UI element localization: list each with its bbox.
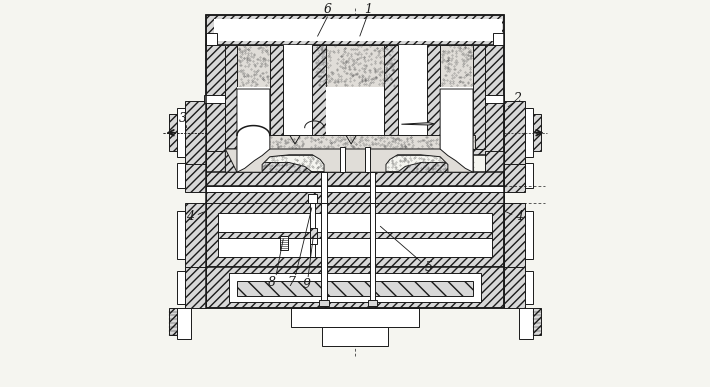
Polygon shape [322,327,388,346]
Polygon shape [206,203,504,267]
Polygon shape [185,203,206,267]
Polygon shape [217,213,493,257]
Polygon shape [177,308,190,339]
Polygon shape [169,114,177,151]
Polygon shape [206,151,225,172]
Text: 4: 4 [187,210,195,223]
Polygon shape [310,238,317,244]
Polygon shape [206,186,504,192]
Polygon shape [177,271,185,304]
Polygon shape [355,19,502,41]
Polygon shape [504,159,525,192]
Polygon shape [322,172,327,203]
Text: 5: 5 [425,260,432,274]
Polygon shape [310,228,317,238]
Polygon shape [427,45,440,149]
Polygon shape [229,273,481,302]
Polygon shape [177,163,185,188]
Polygon shape [315,45,395,87]
Polygon shape [206,45,504,155]
Polygon shape [525,163,533,188]
Polygon shape [533,114,541,151]
Polygon shape [206,267,504,308]
Polygon shape [533,308,541,335]
Polygon shape [204,95,225,103]
Text: 4: 4 [515,210,523,223]
Polygon shape [473,45,485,149]
Text: 6: 6 [324,3,332,16]
Polygon shape [525,108,533,157]
Polygon shape [206,15,504,45]
Polygon shape [206,192,504,203]
Polygon shape [206,172,504,186]
Polygon shape [185,267,206,308]
Text: 8: 8 [268,276,275,289]
Text: 2: 2 [513,92,520,105]
Polygon shape [280,236,288,250]
Polygon shape [177,211,185,259]
Polygon shape [485,151,504,172]
Polygon shape [320,300,329,306]
Polygon shape [225,45,485,149]
Polygon shape [291,308,419,327]
Polygon shape [504,203,525,267]
Polygon shape [384,45,398,149]
Polygon shape [214,19,355,41]
Polygon shape [308,194,317,203]
Text: 7: 7 [287,276,295,289]
Polygon shape [312,45,326,149]
Polygon shape [177,108,185,157]
Polygon shape [401,123,435,125]
Polygon shape [440,89,473,172]
Polygon shape [169,308,177,335]
Polygon shape [440,45,473,87]
Polygon shape [217,232,493,238]
Polygon shape [525,211,533,259]
Polygon shape [206,33,217,45]
Polygon shape [185,101,206,164]
Polygon shape [504,267,525,308]
Polygon shape [225,45,237,149]
Polygon shape [370,203,375,302]
Polygon shape [365,147,370,172]
Polygon shape [237,87,270,135]
Polygon shape [340,147,345,172]
Polygon shape [225,149,473,172]
Polygon shape [237,281,473,296]
Polygon shape [237,135,475,149]
Polygon shape [185,159,206,192]
Text: 3: 3 [179,111,187,125]
Polygon shape [370,172,375,203]
Polygon shape [525,271,533,304]
Text: 1: 1 [364,3,373,16]
Polygon shape [440,87,473,135]
Text: 9: 9 [302,278,311,291]
Polygon shape [326,87,384,135]
Polygon shape [485,95,504,103]
Polygon shape [520,308,533,339]
Polygon shape [368,300,377,306]
Polygon shape [270,45,283,149]
Polygon shape [225,149,473,172]
Polygon shape [310,203,315,257]
Polygon shape [322,203,327,302]
Polygon shape [493,33,504,45]
Polygon shape [504,101,525,164]
Polygon shape [237,89,270,172]
Polygon shape [237,45,270,87]
